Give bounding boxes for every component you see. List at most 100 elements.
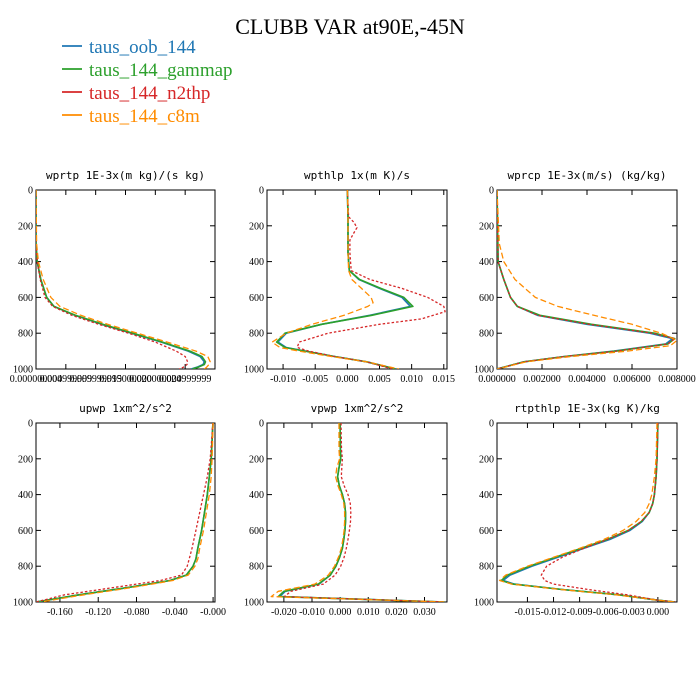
y-tick-label: 1000 [244, 598, 264, 609]
x-tick-label: -0.003 [619, 607, 645, 618]
y-tick-label: 0 [489, 186, 494, 197]
plot-frame [496, 422, 678, 603]
x-tick-label: -0.012 [541, 607, 567, 618]
y-tick-label: 0 [28, 419, 33, 430]
y-tick-label: 0 [259, 419, 264, 430]
series-line-taus_144_c8m [271, 190, 399, 369]
y-tick-label: 400 [249, 257, 264, 268]
series-line-taus_oob_144 [278, 423, 445, 602]
y-tick-label: 800 [479, 562, 494, 573]
plot-frame [266, 422, 448, 603]
subplot: vpwp 1xm^2/s^2 0 200 400 600 800 1000 -0.020 -0.… [244, 402, 448, 618]
y-tick-label: 800 [18, 329, 33, 340]
y-tick-label: 800 [479, 329, 494, 340]
y-tick-label: 400 [18, 257, 33, 268]
subplot: wpthlp 1x(m K)/s 0 200 400 600 800 1000 -0.010-… [244, 169, 455, 385]
x-tick-label: 0.010 [400, 374, 423, 385]
y-tick-label: 400 [479, 490, 494, 501]
y-tick-label: 400 [249, 490, 264, 501]
legend: taus_oob_144 taus_144_gammap taus_144_n2… [62, 37, 233, 127]
series-line-taus_144_n2thp [36, 190, 189, 369]
series-line-taus_144_c8m [270, 423, 445, 602]
y-tick-label: 0 [489, 419, 494, 430]
x-tick-label: -0.015 [515, 607, 541, 618]
y-tick-label: 200 [249, 221, 264, 232]
y-tick-label: 1000 [13, 365, 33, 376]
series-line-taus_oob_144 [497, 190, 674, 369]
x-tick-label: 0.000 [336, 374, 359, 385]
series-line-taus_144_c8m [36, 190, 211, 369]
subplot-title: vpwp 1xm^2/s^2 [311, 402, 404, 415]
subplot-title: rtpthlp 1E-3x(kg K)/kg [514, 402, 660, 415]
y-tick-label: 1000 [244, 365, 264, 376]
y-tick-label: 1000 [474, 365, 494, 376]
y-tick-label: 200 [18, 454, 33, 465]
x-tick-label: -0.005 [302, 374, 328, 385]
y-tick-label: 400 [18, 490, 33, 501]
x-tick-label: 0.006000 [613, 374, 651, 385]
series-line-taus_144_n2thp [497, 190, 676, 369]
y-tick-label: 200 [479, 221, 494, 232]
series-line-taus_144_c8m [40, 423, 214, 602]
legend-label: taus_144_n2thp [89, 83, 210, 104]
series-line-taus_oob_144 [277, 190, 412, 369]
legend-entry: taus_144_n2thp [62, 83, 210, 104]
series-line-taus_144_gammap [36, 423, 214, 602]
x-tick-label: 0.000 [329, 607, 352, 618]
x-tick-label: 0.020 [385, 607, 408, 618]
x-tick-label: 0.005 [368, 374, 391, 385]
panels: wprtp 1E-3x(m kg)/(s kg) 0 200 400 600 800 100… [10, 169, 696, 618]
y-tick-label: 1000 [13, 598, 33, 609]
y-tick-label: 0 [259, 186, 264, 197]
x-tick-label: 0.010 [357, 607, 380, 618]
y-tick-label: 800 [249, 329, 264, 340]
x-tick-label: -0.160 [47, 607, 73, 618]
legend-entry: taus_oob_144 [62, 37, 196, 58]
x-tick-label: 0.000 [647, 607, 670, 618]
y-tick-label: 600 [249, 526, 264, 537]
series-line-taus_144_n2thp [36, 423, 214, 602]
plot-frame [35, 189, 216, 370]
plot-frame [266, 189, 448, 370]
plot-frame [35, 422, 216, 603]
x-tick-label: 0.020000000 [129, 374, 182, 385]
y-tick-label: 400 [479, 257, 494, 268]
y-tick-label: 200 [18, 221, 33, 232]
x-tick-label: -0.006 [593, 607, 619, 618]
legend-label: taus_144_gammap [89, 60, 233, 81]
x-tick-label: 0.002000 [523, 374, 561, 385]
x-tick-label: 0.009999999 [69, 374, 122, 385]
figure-title: CLUBB VAR at90E,-45N [235, 14, 465, 39]
subplot: wprcp 1E-3x(m/s) (kg/kg) 0 200 400 600 800 100… [474, 169, 696, 385]
x-tick-label: 0.008000 [658, 374, 696, 385]
series-line-taus_144_gammap [497, 190, 676, 369]
subplot-title: wprtp 1E-3x(m kg)/(s kg) [46, 169, 205, 182]
series-line-taus_144_gammap [36, 190, 207, 369]
x-tick-label: -0.080 [124, 607, 150, 618]
y-tick-label: 1000 [474, 598, 494, 609]
x-tick-label: -0.120 [85, 607, 111, 618]
plot-frame [496, 189, 678, 370]
series-line-taus_oob_144 [36, 190, 206, 369]
y-tick-label: 800 [249, 562, 264, 573]
x-tick-label: -0.000 [200, 607, 226, 618]
x-tick-label: 0.000000 [478, 374, 516, 385]
x-tick-label: 0.004000 [568, 374, 606, 385]
y-tick-label: 600 [18, 526, 33, 537]
y-tick-label: 0 [28, 186, 33, 197]
series-line-taus_144_n2thp [296, 190, 446, 369]
x-tick-label: -0.010 [299, 607, 325, 618]
x-tick-label: -0.040 [162, 607, 188, 618]
legend-entry: taus_144_c8m [62, 106, 200, 127]
series-line-taus_144_gammap [275, 190, 414, 369]
y-tick-label: 600 [18, 293, 33, 304]
x-tick-label: 0.030 [413, 607, 436, 618]
series-line-taus_144_c8m [498, 423, 676, 602]
y-tick-label: 600 [249, 293, 264, 304]
y-tick-label: 200 [249, 454, 264, 465]
subplot: upwp 1xm^2/s^2 0 200 400 600 800 1000 -0.160 -0.… [13, 402, 226, 618]
x-tick-label: -0.009 [567, 607, 593, 618]
x-tick-label: 0.015000000 [99, 374, 152, 385]
x-tick-label: 0.000000000 [10, 374, 63, 385]
